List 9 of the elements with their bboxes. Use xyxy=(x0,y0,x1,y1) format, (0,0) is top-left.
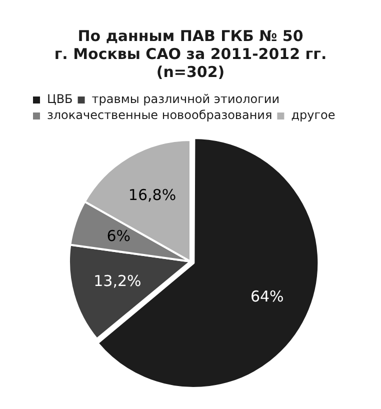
legend-label: злокачественные новообразования xyxy=(47,108,272,122)
data-label: 64% xyxy=(250,287,284,306)
legend-label: ЦВБ xyxy=(47,92,73,106)
legend-label: травмы различной этиологии xyxy=(92,92,280,106)
data-label: 16,8% xyxy=(128,186,176,204)
legend-label: другое xyxy=(291,108,336,122)
data-label: 13,2% xyxy=(94,272,142,290)
data-label: 6% xyxy=(106,227,130,246)
chart-title: По данным ПАВ ГКБ № 50 г. Москвы САО за 2011-2012 гг. (n=302) xyxy=(54,26,327,81)
